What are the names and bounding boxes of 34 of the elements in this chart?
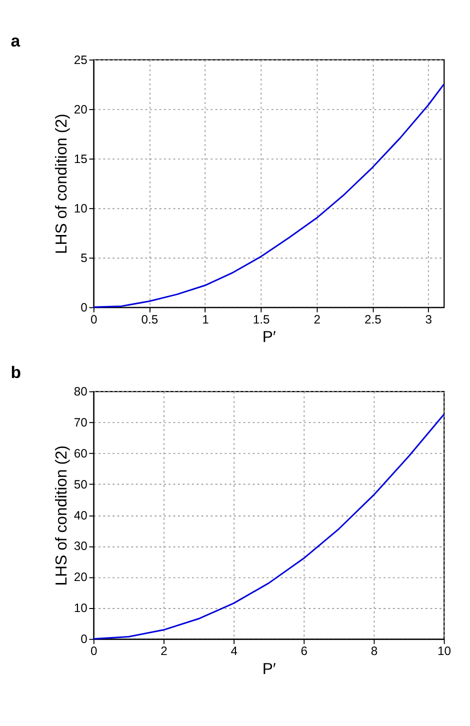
x-tick-label: 1 <box>202 312 210 327</box>
y-tick-label: 60 <box>74 446 88 460</box>
x-axis-title: P′ <box>262 329 276 346</box>
x-tick-label: 6 <box>300 644 308 658</box>
x-tick-label: 0.5 <box>141 312 158 327</box>
x-tick-label: 1.5 <box>252 312 270 327</box>
x-tick-label: 3 <box>425 312 432 327</box>
y-tick-label: 20 <box>74 570 88 584</box>
chart-title: a <box>10 31 21 50</box>
y-tick-label: 20 <box>74 102 88 116</box>
x-tick-label: 0 <box>90 644 98 658</box>
y-tick-label: 5 <box>80 250 88 265</box>
y-tick-label: 10 <box>74 201 88 216</box>
y-tick-label: 30 <box>74 539 88 554</box>
y-tick-label: 80 <box>74 384 88 398</box>
x-tick-label: 0 <box>90 312 98 327</box>
y-tick-label: 50 <box>74 477 88 492</box>
x-tick-label: 2 <box>160 644 168 658</box>
x-tick-label: 2 <box>314 312 321 327</box>
x-axis-title: P′ <box>262 660 276 678</box>
y-tick-label: 10 <box>74 601 88 616</box>
y-axis-title: LHS of condition (2) <box>53 114 70 254</box>
y-tick-label: 25 <box>74 52 88 67</box>
x-tick-label: 10 <box>438 644 452 658</box>
y-tick-label: 0 <box>80 300 88 314</box>
y-tick-label: 70 <box>74 415 88 430</box>
x-tick-label: 8 <box>370 644 378 658</box>
y-tick-label: 15 <box>74 152 88 166</box>
x-tick-label: 4 <box>230 644 238 658</box>
y-tick-label: 0 <box>80 632 88 646</box>
y-axis-title: LHS of condition (2) <box>53 445 70 586</box>
y-tick-label: 40 <box>74 508 88 522</box>
x-tick-label: 2.5 <box>364 312 382 327</box>
chart-title: b <box>10 363 22 382</box>
